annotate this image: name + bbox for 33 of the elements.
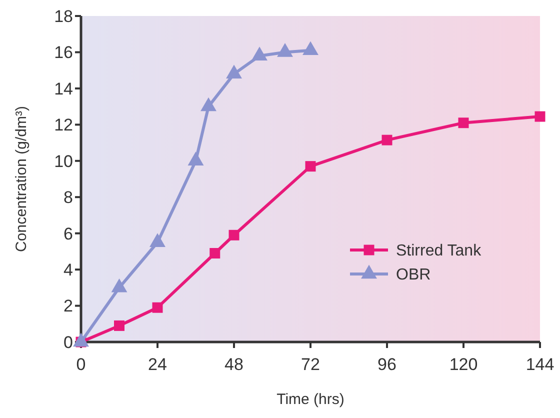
point: [210, 248, 220, 258]
y-tick-label: 14: [54, 79, 73, 98]
y-tick-label: 8: [64, 188, 73, 208]
x-tick-label: 72: [301, 355, 320, 374]
point: [226, 64, 242, 79]
x-tick-label: 24: [148, 355, 167, 374]
y-tick-label: 18: [54, 6, 73, 26]
x-tick-label: 120: [449, 355, 478, 374]
y-tick-label: 2: [64, 296, 73, 316]
point: [188, 152, 204, 166]
y-tick-label: 6: [64, 224, 73, 244]
x-tick-label: 144: [526, 355, 554, 374]
point: [152, 302, 163, 313]
y-tick-label: 16: [54, 43, 73, 62]
point: [252, 46, 268, 60]
y-tick-label: 12: [54, 116, 73, 135]
point: [382, 134, 392, 146]
legend-label: Stirred Tank: [396, 242, 482, 260]
x-tick-label: 0: [76, 355, 86, 374]
x-tick-label: 96: [378, 355, 396, 374]
x-axis-title: Time (hrs): [276, 391, 344, 408]
legend-label: OBR: [396, 266, 431, 284]
y-tick-label: 4: [64, 260, 73, 280]
point: [305, 161, 316, 172]
point: [277, 43, 293, 57]
point: [302, 41, 318, 56]
y-tick-label: 0: [64, 332, 73, 352]
x-tick-label: 48: [224, 355, 244, 374]
y-tick-label: 10: [54, 152, 73, 171]
point: [114, 320, 124, 331]
point: [200, 97, 216, 112]
point: [228, 230, 240, 240]
y-axis-title: Concentration (g/dm³): [13, 106, 30, 252]
